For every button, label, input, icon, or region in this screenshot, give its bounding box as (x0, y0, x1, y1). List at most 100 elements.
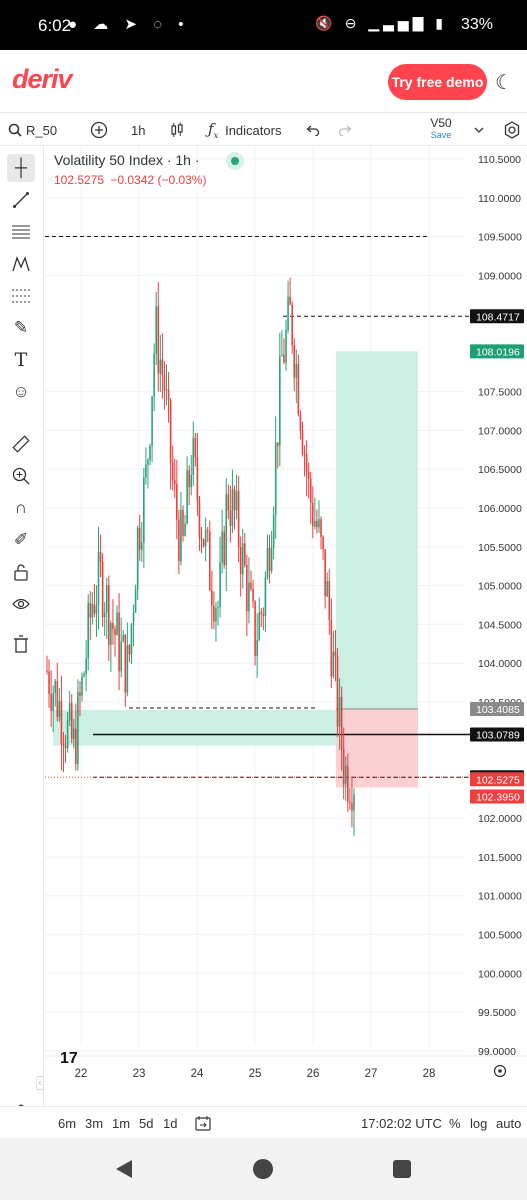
chevron-down-icon (474, 127, 484, 133)
candle-body (58, 701, 61, 717)
x-axis-label: 22 (75, 1068, 88, 1080)
add-symbol-button[interactable] (90, 113, 108, 147)
deriv-logo[interactable]: deriv (12, 64, 73, 94)
candle-body (200, 537, 203, 540)
candle-body (293, 345, 296, 378)
candle-body (291, 304, 293, 346)
settings-button[interactable] (503, 113, 521, 147)
x-axis-label: 28 (423, 1068, 436, 1080)
trendline-icon (13, 192, 29, 208)
candle-body (50, 694, 52, 711)
candle-body (85, 658, 87, 674)
candle-body (311, 502, 314, 527)
indicators-button[interactable]: ƒx Indicators (208, 113, 281, 147)
candle-body (178, 519, 180, 562)
candle-body (198, 500, 201, 538)
zoom-tool[interactable] (7, 462, 35, 490)
candle-body (274, 442, 277, 515)
candle-body (332, 651, 335, 677)
candle-body (303, 453, 306, 455)
y-axis-label: 110.0000 (478, 193, 521, 205)
candle-body (136, 527, 139, 590)
candle-body (120, 641, 122, 672)
collapse-toolbar-button[interactable]: ‹ (36, 1076, 44, 1090)
keep-drawing-tool[interactable]: ✐ (7, 526, 35, 554)
range-1d[interactable]: 1d (163, 1115, 178, 1131)
candle-body (62, 744, 65, 747)
range-3m[interactable]: 3m (85, 1115, 104, 1131)
brush-tool[interactable]: ✎ (7, 314, 35, 342)
reset-scale-dot (498, 1069, 502, 1073)
candle-body (285, 329, 287, 363)
try-free-demo-button[interactable]: Try free demo (388, 64, 487, 100)
measure-tool[interactable] (7, 430, 35, 458)
candle-body (246, 564, 248, 612)
percent-toggle[interactable]: % (449, 1115, 461, 1131)
goto-date-button[interactable] (195, 1107, 211, 1139)
candle-body (211, 590, 213, 606)
candle-body (208, 531, 211, 591)
status-bar: 6:02 ● ☁ ➤ ◌ • 🔇 ⊖ ▁▃▅▇ ▮ 33% (0, 0, 527, 50)
symbol-search[interactable]: R_50 (8, 113, 57, 147)
candle-body (217, 606, 219, 609)
y-axis-label: 104.0000 (478, 658, 522, 670)
price-tag-label: 103.4085 (476, 704, 520, 716)
emoji-tool[interactable]: ☺ (7, 378, 35, 406)
home-icon[interactable] (253, 1159, 273, 1179)
candle-body (176, 484, 178, 520)
y-axis-label: 100.5000 (478, 930, 522, 942)
candle-body (91, 604, 94, 618)
template-dropdown[interactable] (474, 113, 484, 147)
tradingview-logo[interactable]: 17 (60, 1050, 78, 1067)
auto-toggle[interactable]: auto (496, 1115, 522, 1131)
candle-body (103, 612, 106, 618)
undo-button[interactable] (306, 113, 320, 147)
candle-body (140, 542, 143, 550)
range-6m[interactable]: 6m (58, 1115, 77, 1131)
reset-scale-icon[interactable] (493, 1064, 507, 1078)
brush-icon: ✎ (13, 318, 29, 337)
magnet-tool[interactable]: ∩ (7, 494, 35, 522)
y-axis-label: 101.0000 (478, 891, 522, 903)
price-tag-label: 103.0789 (476, 730, 520, 742)
template-selector[interactable]: V50 Save (424, 116, 458, 140)
chart-symbol-title: Volatility 50 Index · 1h · (54, 152, 200, 168)
range-1m[interactable]: 1m (112, 1115, 131, 1131)
candle-body (279, 356, 281, 446)
lock-drawings-tool[interactable] (7, 558, 35, 586)
horizontal-lines-tool[interactable] (7, 218, 35, 246)
candle-body (128, 645, 131, 655)
candle-body (297, 363, 300, 415)
gear-icon (504, 121, 520, 139)
chart-type-button[interactable] (170, 113, 184, 147)
fibonacci-tool[interactable] (7, 282, 35, 310)
log-toggle[interactable]: log (470, 1115, 488, 1131)
candle-body (233, 488, 236, 511)
price-chart[interactable]: 110.5000 110.0000 109.5000 109.0000 107.5000… (45, 146, 527, 1106)
candle-body (110, 622, 112, 645)
candle-body (268, 547, 271, 571)
candle-body (151, 396, 153, 446)
template-save[interactable]: Save (430, 130, 452, 140)
candle-body (235, 491, 238, 511)
delete-drawings-tool[interactable] (7, 630, 35, 658)
candle-body (143, 477, 145, 543)
utc-clock[interactable]: 17:02:02 UTC (361, 1115, 442, 1131)
candle-body (118, 612, 120, 672)
recents-icon[interactable] (393, 1160, 411, 1178)
trendline-tool[interactable] (7, 186, 35, 214)
moon-icon[interactable]: ☾ (495, 72, 513, 94)
text-tool[interactable]: T (7, 346, 35, 374)
timeframe-button[interactable]: 1h (131, 122, 146, 138)
candle-body (324, 549, 326, 597)
redo-button[interactable] (338, 113, 352, 147)
x-axis-label: 27 (365, 1068, 378, 1080)
pattern-tool[interactable] (7, 250, 35, 278)
candle-body (229, 510, 232, 526)
range-5d[interactable]: 5d (139, 1115, 154, 1131)
crosshair-tool[interactable]: ┼ (7, 154, 35, 182)
price-tag-bg (470, 789, 524, 804)
back-icon[interactable] (116, 1160, 132, 1178)
candle-body (66, 719, 69, 749)
hide-drawings-tool[interactable] (7, 590, 35, 618)
